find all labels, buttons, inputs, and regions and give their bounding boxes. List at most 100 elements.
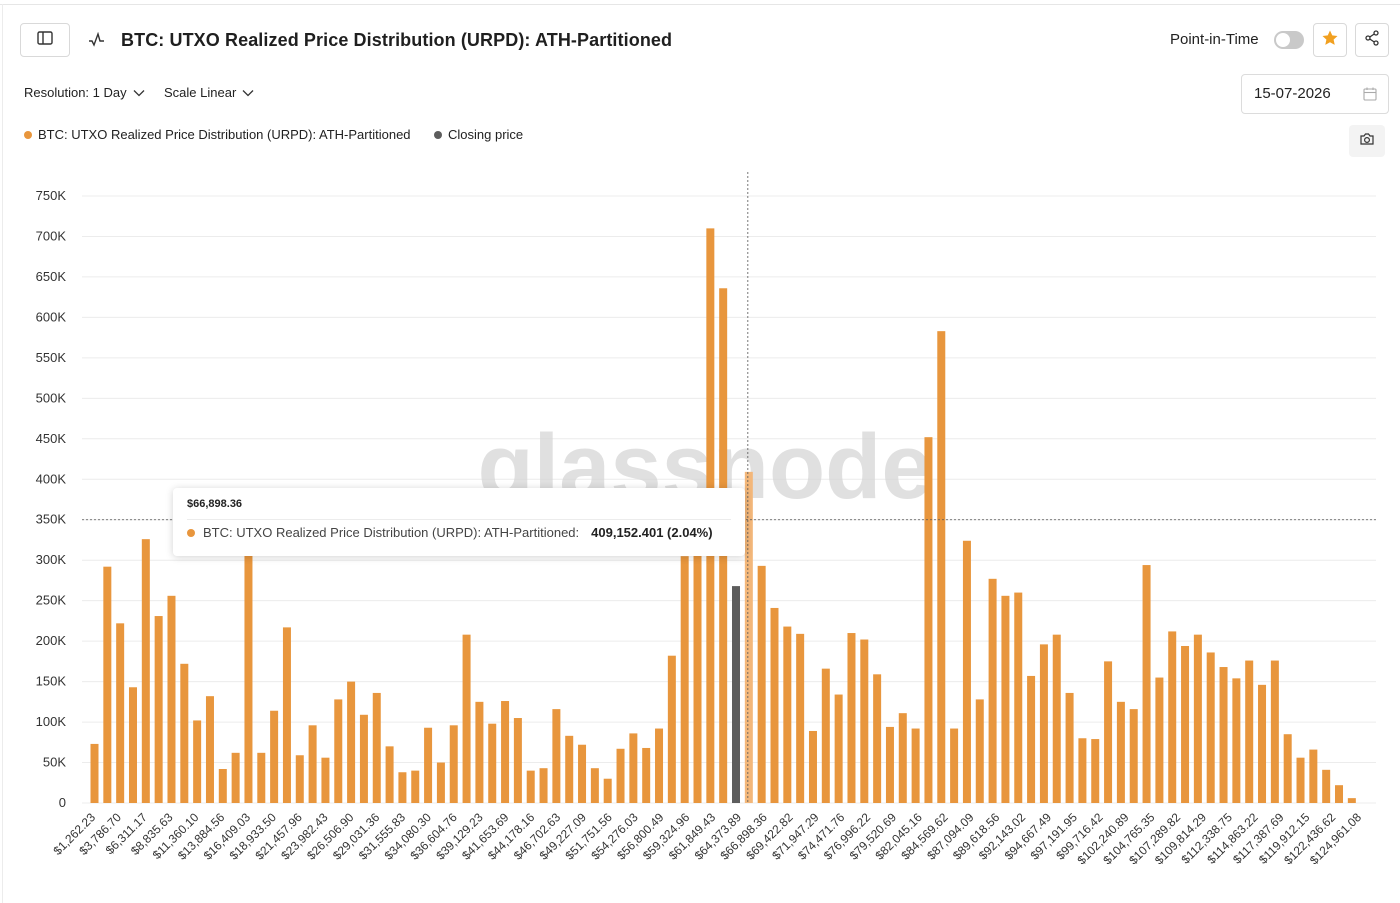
bar	[1104, 661, 1113, 803]
favorite-button[interactable]	[1313, 23, 1347, 57]
bar	[975, 699, 984, 803]
bar	[821, 668, 830, 803]
bar	[757, 565, 766, 803]
bar	[962, 540, 971, 803]
resolution-label: Resolution: 1 Day	[24, 85, 127, 100]
y-tick-label: 100K	[36, 714, 67, 729]
bar	[1206, 652, 1215, 803]
bar	[885, 726, 894, 803]
bar	[436, 762, 445, 803]
date-picker[interactable]: 15-07-2026	[1241, 74, 1389, 114]
point-in-time-toggle[interactable]	[1274, 31, 1304, 49]
bar	[1027, 675, 1036, 803]
bar	[154, 616, 163, 803]
bar	[103, 566, 112, 803]
bar	[244, 519, 253, 803]
bar	[90, 743, 99, 803]
screenshot-button[interactable]	[1349, 125, 1385, 157]
bar	[1335, 785, 1344, 803]
legend-series-dot	[24, 130, 32, 139]
bar	[578, 744, 587, 803]
y-tick-label: 150K	[36, 674, 67, 689]
bar	[411, 770, 420, 803]
bar	[270, 710, 279, 803]
chevron-down-icon	[242, 85, 254, 100]
bar	[693, 535, 702, 803]
bar	[1296, 757, 1305, 803]
y-tick-label: 750K	[36, 188, 67, 203]
y-tick-label: 600K	[36, 309, 67, 324]
bar	[141, 539, 150, 803]
urpd-chart[interactable]: glassnode 050K100K150K200K250K300K350K40…	[0, 160, 1400, 903]
bar	[180, 663, 189, 803]
bar	[1219, 667, 1228, 803]
left-border	[2, 4, 3, 903]
share-icon	[1364, 29, 1380, 51]
bar	[1347, 798, 1356, 803]
bar	[295, 755, 304, 803]
y-tick-label: 550K	[36, 350, 67, 365]
bar	[655, 728, 664, 803]
bar	[629, 733, 638, 803]
bar	[642, 747, 651, 803]
bar	[257, 752, 266, 803]
page-title: BTC: UTXO Realized Price Distribution (U…	[121, 30, 673, 50]
bar	[359, 714, 368, 803]
bar	[308, 725, 317, 803]
tooltip-series-dot	[187, 528, 195, 537]
bar	[1039, 644, 1048, 803]
bar	[205, 696, 214, 803]
bar	[847, 633, 856, 803]
crosshair	[82, 172, 1376, 803]
bar	[128, 687, 137, 803]
share-button[interactable]	[1355, 23, 1389, 57]
bar	[1309, 749, 1318, 803]
bar	[1116, 701, 1125, 803]
bar	[796, 633, 805, 803]
sidebar-toggle-button[interactable]	[20, 23, 70, 57]
bar	[1258, 684, 1267, 803]
indicator-icon	[88, 31, 106, 53]
bar	[372, 692, 381, 803]
bar	[1091, 739, 1100, 803]
bar	[488, 723, 497, 803]
tooltip-price: $66,898.36	[187, 498, 243, 510]
bar	[1245, 660, 1254, 803]
bar	[1283, 734, 1292, 803]
bar	[1129, 709, 1138, 803]
bar	[860, 639, 869, 803]
y-tick-label: 300K	[36, 552, 67, 567]
tooltip-series-label: BTC: UTXO Realized Price Distribution (U…	[203, 525, 580, 540]
bar	[385, 746, 394, 803]
bar	[167, 595, 176, 803]
calendar-icon	[1363, 87, 1377, 106]
bar	[334, 699, 343, 803]
bar	[231, 752, 240, 803]
bar	[565, 735, 574, 803]
y-tick-label: 450K	[36, 431, 67, 446]
chevron-down-icon	[133, 85, 145, 100]
bar	[873, 674, 882, 803]
tooltip-value: 409,152.401 (2.04%)	[591, 525, 713, 540]
resolution-dropdown[interactable]: Resolution: 1 Day	[24, 85, 145, 100]
bar	[808, 730, 817, 803]
bar	[1181, 645, 1190, 803]
chart-tooltip: $66,898.36 BTC: UTXO Realized Price Dist…	[173, 488, 745, 556]
bar	[1155, 677, 1164, 803]
point-in-time-label: Point-in-Time	[1170, 31, 1259, 48]
bar	[1322, 769, 1331, 803]
top-border	[0, 4, 1400, 5]
bar	[116, 623, 125, 803]
legend-series-label: BTC: UTXO Realized Price Distribution (U…	[38, 127, 411, 142]
bar	[1078, 738, 1087, 803]
scale-label: Scale Linear	[164, 85, 237, 100]
legend-closing[interactable]: Closing price	[434, 127, 523, 142]
y-tick-label: 50K	[43, 755, 66, 770]
scale-dropdown[interactable]: Scale Linear	[164, 85, 254, 100]
bar	[1193, 634, 1202, 803]
bar	[347, 681, 356, 803]
bar	[603, 778, 612, 803]
bar	[424, 727, 433, 803]
bar	[552, 709, 561, 803]
legend-series[interactable]: BTC: UTXO Realized Price Distribution (U…	[24, 127, 411, 142]
